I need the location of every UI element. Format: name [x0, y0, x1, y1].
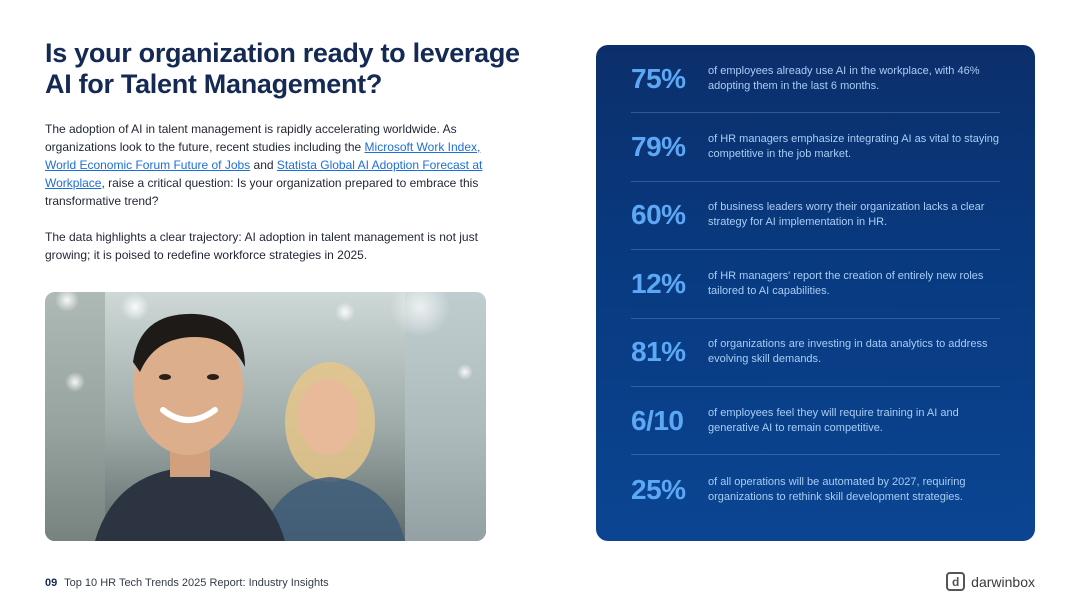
stat-description: of HR managers' report the creation of e… — [708, 269, 984, 297]
brand-name: darwinbox — [971, 573, 1035, 590]
stat-row: 79% of HR managers emphasize integrating … — [631, 113, 1000, 182]
page-title: Is your organization ready to leverage A… — [45, 38, 520, 99]
statista-link[interactable]: Statista Global AI Adoption Forecast at … — [45, 158, 483, 190]
intro-paragraph-1: The adoption of AI in talent management … — [45, 120, 495, 210]
intro-p1-end: , raise a critical question: Is your org… — [45, 176, 479, 208]
stat-value: 25% — [631, 473, 686, 505]
stat-row: 12% of HR managers' report the creation o… — [631, 250, 1000, 319]
brand-logo: d darwinbox — [946, 572, 1035, 591]
team-photo — [45, 292, 486, 541]
stat-row: 75% of employees already use AI in the wo… — [631, 45, 1000, 114]
intro-text: The adoption of AI in talent management … — [45, 120, 495, 282]
intro-p1-start: The adoption of AI in talent management … — [45, 122, 457, 154]
stat-row: 6/10 of employees feel they will require … — [631, 387, 1000, 456]
stat-row: 81% of organizations are investing in dat… — [631, 319, 1000, 387]
stat-value: 12% — [631, 267, 686, 299]
stat-row: 25% of all operations will be automated b… — [631, 455, 1000, 523]
stat-row: 60% of business leaders worry their organ… — [631, 182, 1000, 251]
stat-value: 60% — [631, 199, 686, 231]
stat-description: of HR managers emphasize integrating AI … — [708, 133, 1000, 161]
stat-description: of all operations will be automated by 2… — [708, 475, 966, 503]
microsoft-wef-link[interactable]: Microsoft Work Index, World Economic For… — [45, 140, 481, 172]
intro-paragraph-2: The data highlights a clear trajectory: … — [45, 230, 478, 262]
stat-value: 79% — [631, 131, 686, 163]
stat-description: of employees already use AI in the workp… — [708, 64, 980, 92]
stat-description: of employees feel they will require trai… — [708, 406, 959, 434]
intro-p1-mid: and — [250, 158, 277, 172]
stat-description: of business leaders worry their organiza… — [708, 201, 985, 229]
footer: 09 Top 10 HR Tech Trends 2025 Report: In… — [45, 577, 329, 589]
stat-value: 75% — [631, 62, 686, 94]
stat-description: of organizations are investing in data a… — [708, 338, 988, 366]
footer-title: Top 10 HR Tech Trends 2025 Report: Indus… — [64, 577, 329, 589]
page-number: 09 — [45, 577, 58, 589]
team-photo-illustration — [45, 292, 486, 541]
darwinbox-logo-icon: d — [946, 572, 966, 591]
stat-value: 6/10 — [631, 404, 684, 436]
stats-panel: 75% of employees already use AI in the wo… — [596, 45, 1035, 541]
stat-value: 81% — [631, 336, 686, 368]
